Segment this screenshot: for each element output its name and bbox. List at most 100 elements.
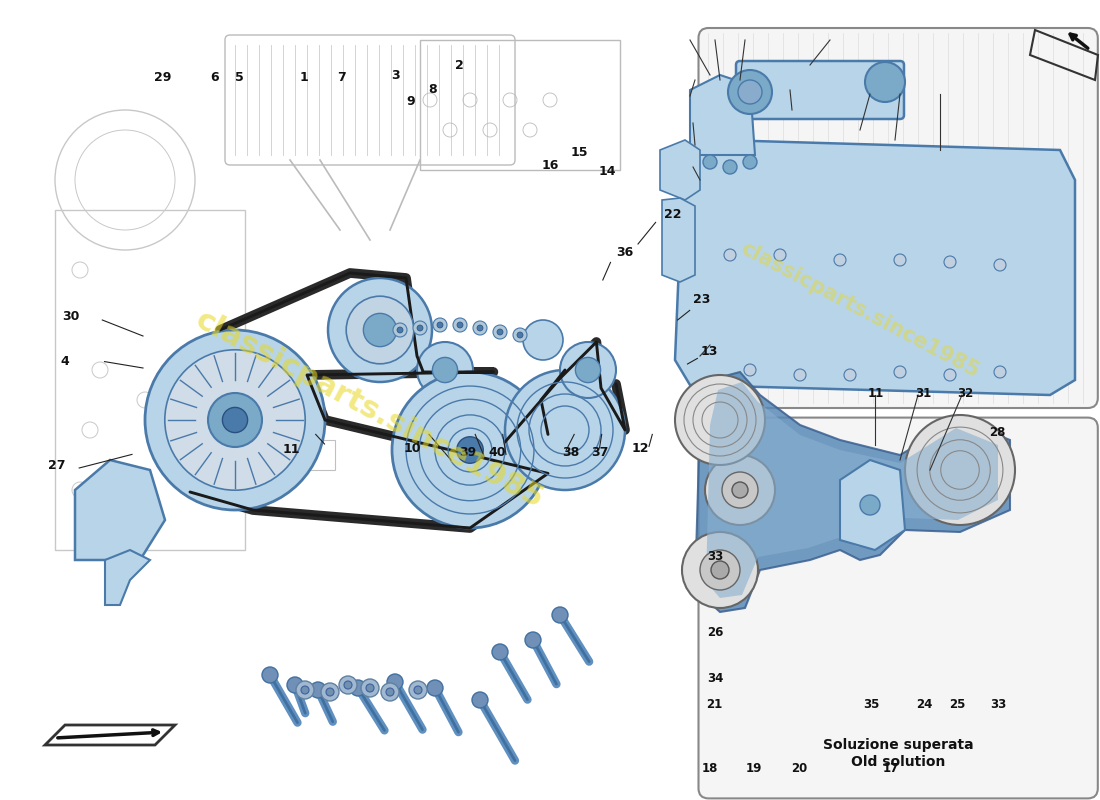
Circle shape bbox=[145, 330, 324, 510]
Circle shape bbox=[417, 342, 473, 398]
Text: 5: 5 bbox=[235, 71, 244, 84]
Polygon shape bbox=[840, 460, 905, 550]
Text: 8: 8 bbox=[428, 83, 437, 96]
Circle shape bbox=[700, 550, 740, 590]
Text: 25: 25 bbox=[949, 698, 965, 710]
Text: 24: 24 bbox=[916, 698, 932, 710]
Text: 40: 40 bbox=[488, 446, 506, 459]
Circle shape bbox=[477, 325, 483, 331]
FancyBboxPatch shape bbox=[698, 28, 1098, 408]
Circle shape bbox=[387, 674, 403, 690]
Text: 2: 2 bbox=[455, 59, 464, 72]
Circle shape bbox=[472, 692, 488, 708]
Text: classicparts.since1985: classicparts.since1985 bbox=[737, 238, 982, 382]
Text: 11: 11 bbox=[283, 443, 300, 456]
Circle shape bbox=[473, 321, 487, 335]
Circle shape bbox=[525, 632, 541, 648]
Circle shape bbox=[363, 314, 397, 346]
Text: 38: 38 bbox=[562, 446, 580, 459]
Circle shape bbox=[165, 350, 305, 490]
Bar bbox=[295, 440, 336, 470]
Polygon shape bbox=[695, 372, 1010, 612]
Circle shape bbox=[894, 254, 906, 266]
Circle shape bbox=[522, 320, 563, 360]
Circle shape bbox=[222, 407, 248, 433]
Text: 3: 3 bbox=[392, 69, 400, 82]
Circle shape bbox=[437, 322, 443, 328]
Circle shape bbox=[366, 684, 374, 692]
Text: 20: 20 bbox=[792, 762, 807, 774]
Text: Soluzione superata: Soluzione superata bbox=[823, 738, 974, 752]
Text: 22: 22 bbox=[664, 208, 682, 221]
Circle shape bbox=[287, 677, 303, 693]
FancyBboxPatch shape bbox=[736, 61, 904, 119]
Circle shape bbox=[409, 681, 427, 699]
Text: 35: 35 bbox=[864, 698, 879, 710]
Text: 36: 36 bbox=[616, 246, 634, 259]
Circle shape bbox=[865, 62, 905, 102]
Polygon shape bbox=[104, 550, 150, 605]
Circle shape bbox=[894, 366, 906, 378]
Circle shape bbox=[497, 329, 503, 335]
Circle shape bbox=[728, 70, 772, 114]
Bar bbox=[245, 435, 295, 470]
Text: 29: 29 bbox=[154, 71, 172, 84]
Circle shape bbox=[724, 249, 736, 261]
Circle shape bbox=[944, 256, 956, 268]
Text: 7: 7 bbox=[337, 71, 345, 84]
Circle shape bbox=[392, 372, 548, 528]
Text: Old solution: Old solution bbox=[851, 755, 945, 769]
Circle shape bbox=[905, 415, 1015, 525]
Text: 14: 14 bbox=[598, 165, 616, 178]
Polygon shape bbox=[662, 198, 695, 282]
Text: 6: 6 bbox=[210, 71, 219, 84]
Text: 32: 32 bbox=[958, 387, 974, 400]
Circle shape bbox=[742, 155, 757, 169]
Circle shape bbox=[682, 532, 758, 608]
Bar bbox=[55, 210, 245, 550]
Circle shape bbox=[732, 482, 748, 498]
Text: classicparts.since1985: classicparts.since1985 bbox=[191, 306, 549, 514]
FancyBboxPatch shape bbox=[698, 418, 1098, 798]
Circle shape bbox=[262, 667, 278, 683]
Text: 16: 16 bbox=[541, 159, 559, 172]
Circle shape bbox=[744, 364, 756, 376]
Circle shape bbox=[381, 683, 399, 701]
Text: 23: 23 bbox=[693, 293, 711, 306]
Circle shape bbox=[397, 327, 403, 333]
Circle shape bbox=[844, 369, 856, 381]
Text: 28: 28 bbox=[990, 426, 1005, 438]
Text: 30: 30 bbox=[62, 310, 79, 323]
Circle shape bbox=[427, 680, 443, 696]
Circle shape bbox=[328, 278, 432, 382]
Circle shape bbox=[794, 369, 806, 381]
Circle shape bbox=[513, 328, 527, 342]
Circle shape bbox=[517, 332, 522, 338]
Text: 13: 13 bbox=[701, 346, 718, 358]
Circle shape bbox=[432, 358, 458, 382]
Circle shape bbox=[296, 681, 314, 699]
Circle shape bbox=[860, 495, 880, 515]
Text: 37: 37 bbox=[591, 446, 608, 459]
Circle shape bbox=[722, 472, 758, 508]
Circle shape bbox=[675, 375, 764, 465]
Circle shape bbox=[344, 681, 352, 689]
Text: 17: 17 bbox=[883, 762, 899, 774]
Text: 11: 11 bbox=[868, 387, 883, 400]
Circle shape bbox=[417, 325, 424, 331]
Text: 15: 15 bbox=[571, 146, 588, 158]
Circle shape bbox=[723, 160, 737, 174]
Polygon shape bbox=[660, 140, 700, 200]
Circle shape bbox=[575, 358, 601, 382]
Circle shape bbox=[505, 370, 625, 490]
Circle shape bbox=[350, 680, 366, 696]
Bar bbox=[420, 40, 620, 170]
Circle shape bbox=[412, 321, 427, 335]
Circle shape bbox=[386, 688, 394, 696]
Circle shape bbox=[560, 342, 616, 398]
Circle shape bbox=[834, 254, 846, 266]
Text: 18: 18 bbox=[702, 762, 717, 774]
Circle shape bbox=[774, 249, 786, 261]
Text: 12: 12 bbox=[631, 442, 649, 454]
Polygon shape bbox=[690, 75, 755, 155]
